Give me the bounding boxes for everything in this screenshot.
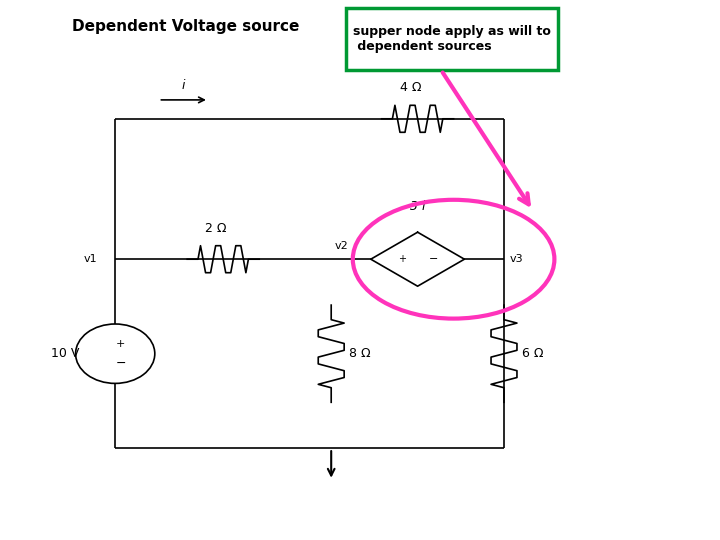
Text: v3: v3 [510,254,523,264]
FancyBboxPatch shape [346,8,558,70]
Text: Dependent Voltage source: Dependent Voltage source [72,19,300,35]
Text: supper node apply as will to
 dependent sources: supper node apply as will to dependent s… [353,25,551,53]
Text: +: + [397,254,406,264]
Text: 4 Ω: 4 Ω [400,82,421,94]
Text: −: − [116,357,126,370]
Text: v2: v2 [335,241,348,251]
Text: −: − [428,254,438,264]
Text: v1: v1 [84,254,97,264]
Text: 6 Ω: 6 Ω [522,347,544,360]
Text: i: i [182,79,185,92]
Text: 2 Ω: 2 Ω [205,222,227,235]
Text: 8 Ω: 8 Ω [349,347,371,360]
Text: 10 V: 10 V [51,347,79,360]
Text: 3 i: 3 i [410,200,426,213]
Text: +: + [116,339,126,349]
